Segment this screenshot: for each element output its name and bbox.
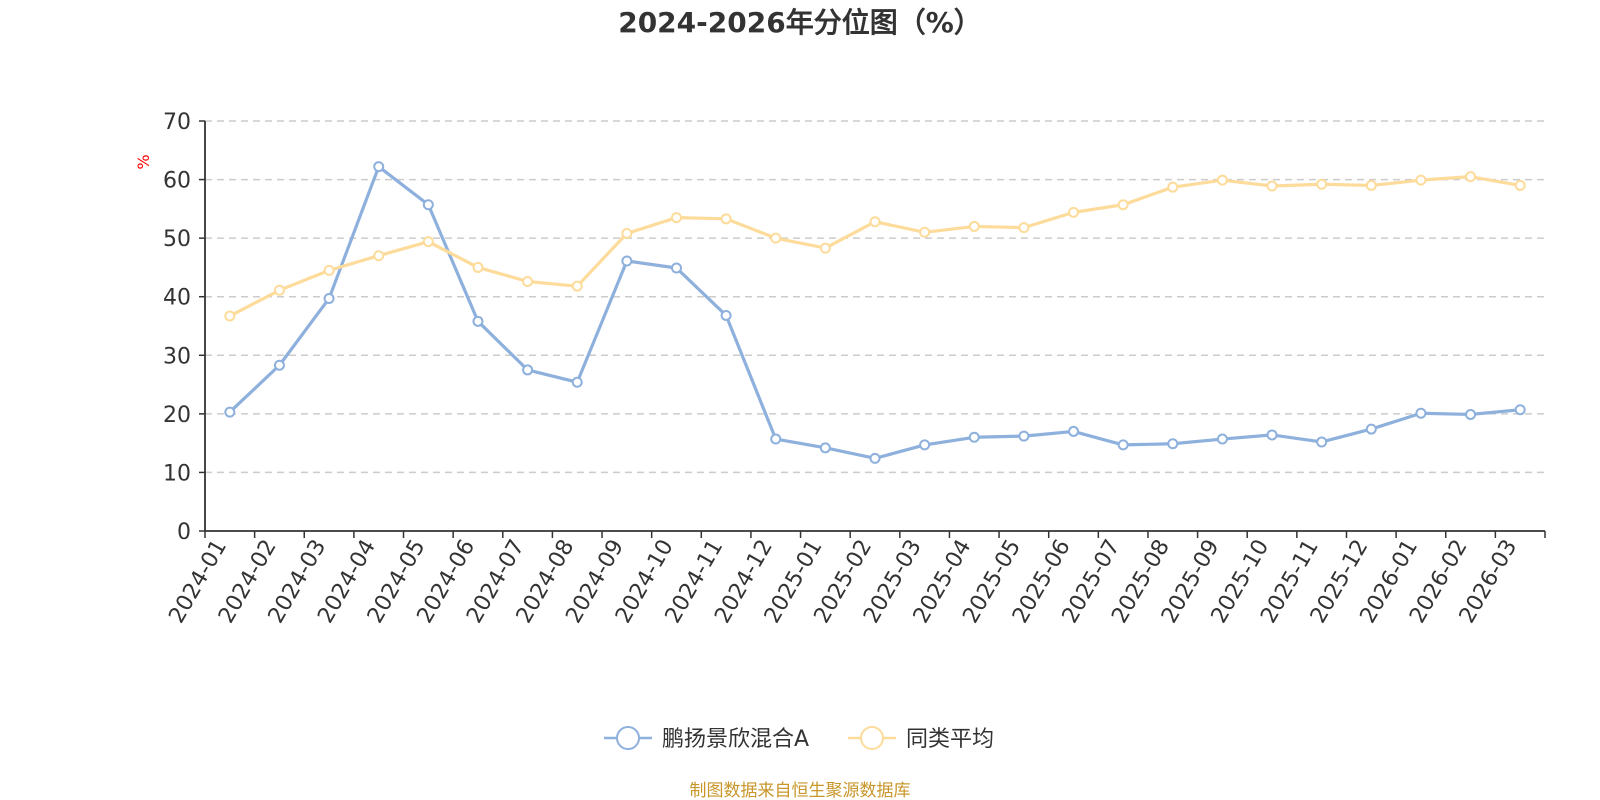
data-point[interactable] <box>323 292 335 304</box>
y-tick-label: 20 <box>163 403 191 428</box>
data-point[interactable] <box>968 220 980 232</box>
series-0 <box>224 161 1526 464</box>
data-point[interactable] <box>869 216 881 228</box>
series-line <box>229 175 1521 318</box>
data-point[interactable] <box>422 236 434 248</box>
data-point[interactable] <box>1117 439 1129 451</box>
data-point[interactable] <box>1068 206 1080 218</box>
data-point[interactable] <box>224 310 236 322</box>
data-point[interactable] <box>720 213 732 225</box>
legend-label: 鹏扬景欣混合A <box>662 727 809 752</box>
data-point[interactable] <box>1266 429 1278 441</box>
data-point[interactable] <box>273 284 285 296</box>
data-point[interactable] <box>1365 423 1377 435</box>
y-tick-label: 40 <box>163 286 191 311</box>
data-point[interactable] <box>621 227 633 239</box>
data-point[interactable] <box>1514 179 1526 191</box>
data-point[interactable] <box>1216 174 1228 186</box>
data-point[interactable] <box>770 232 782 244</box>
data-point[interactable] <box>422 199 434 211</box>
data-point[interactable] <box>770 433 782 445</box>
data-point[interactable] <box>522 364 534 376</box>
data-point[interactable] <box>869 452 881 464</box>
y-axis-unit-label: % <box>134 154 153 169</box>
y-tick-label: 70 <box>163 110 191 135</box>
data-point[interactable] <box>819 442 831 454</box>
data-point[interactable] <box>1415 174 1427 186</box>
data-point[interactable] <box>1018 222 1030 234</box>
data-point[interactable] <box>323 264 335 276</box>
data-point[interactable] <box>670 262 682 274</box>
data-point[interactable] <box>1167 181 1179 193</box>
y-axis-ticks: 0 10 20 30 40 50 60 70 <box>163 110 205 545</box>
data-point[interactable] <box>373 161 385 173</box>
data-point[interactable] <box>1117 199 1129 211</box>
data-point[interactable] <box>919 439 931 451</box>
series-line <box>228 165 1521 460</box>
source-note: 制图数据来自恒生聚源数据库 <box>690 781 911 800</box>
data-point[interactable] <box>1365 179 1377 191</box>
data-point[interactable] <box>571 376 583 388</box>
data-point[interactable] <box>1514 404 1526 416</box>
data-point[interactable] <box>1465 408 1477 420</box>
axes <box>204 121 1545 532</box>
data-point[interactable] <box>621 255 633 267</box>
data-point[interactable] <box>1266 180 1278 192</box>
data-point[interactable] <box>1216 433 1228 445</box>
series-layer <box>224 161 1526 464</box>
legend-swatch-marker <box>616 726 640 750</box>
chart-title: 2024-2026年分位图（%） <box>618 6 982 39</box>
data-point[interactable] <box>522 275 534 287</box>
data-point[interactable] <box>273 359 285 371</box>
data-point[interactable] <box>670 212 682 224</box>
series-1 <box>224 171 1526 322</box>
x-axis-ticks: 2024-012024-022024-032024-042024-052024-… <box>164 531 1546 628</box>
data-point[interactable] <box>472 315 484 327</box>
data-point[interactable] <box>1018 430 1030 442</box>
legend-swatch-marker <box>860 726 884 750</box>
data-point[interactable] <box>472 261 484 273</box>
legend-label: 同类平均 <box>906 727 994 752</box>
data-point[interactable] <box>819 242 831 254</box>
y-tick-label: 60 <box>163 169 191 194</box>
y-tick-label: 30 <box>163 344 191 369</box>
data-point[interactable] <box>1465 171 1477 183</box>
data-point[interactable] <box>968 431 980 443</box>
data-point[interactable] <box>720 309 732 321</box>
data-point[interactable] <box>1167 438 1179 450</box>
legend[interactable]: 鹏扬景欣混合A 同类平均 <box>604 726 994 752</box>
y-tick-label: 10 <box>163 461 191 486</box>
data-point[interactable] <box>373 250 385 262</box>
y-tick-label: 0 <box>177 520 191 545</box>
legend-item-0[interactable]: 鹏扬景欣混合A <box>604 726 809 752</box>
data-point[interactable] <box>1415 407 1427 419</box>
data-point[interactable] <box>224 406 236 418</box>
data-point[interactable] <box>1068 425 1080 437</box>
data-point[interactable] <box>1316 178 1328 190</box>
y-tick-label: 50 <box>163 227 191 252</box>
data-point[interactable] <box>571 280 583 292</box>
data-point[interactable] <box>1316 436 1328 448</box>
data-point[interactable] <box>919 226 931 238</box>
grid-lines <box>205 120 1545 474</box>
legend-item-1[interactable]: 同类平均 <box>848 726 994 752</box>
